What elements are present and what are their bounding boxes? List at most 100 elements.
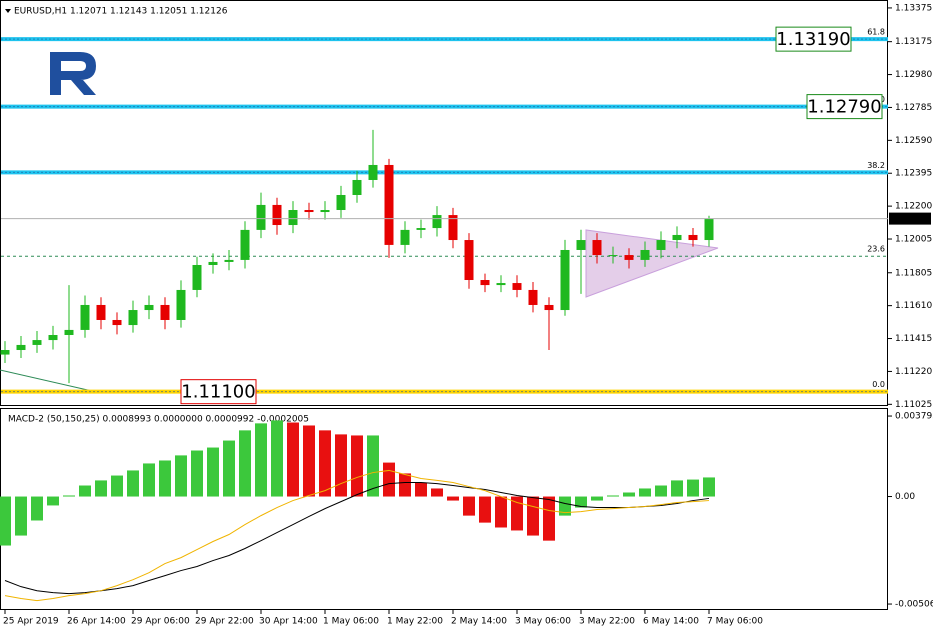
histogram-bar	[367, 435, 379, 497]
candle-body	[32, 340, 42, 345]
level-tag-label: 1.12790	[807, 97, 881, 118]
logo-bowl	[61, 52, 96, 80]
histogram-bar	[175, 455, 187, 497]
histogram-bar	[559, 496, 571, 516]
candle-body	[192, 264, 202, 290]
histogram-bar	[351, 435, 363, 497]
trend-line	[0, 369, 93, 392]
y-tick-label: 1.12395	[895, 169, 932, 179]
histogram-bar	[479, 496, 491, 523]
candle-body	[672, 234, 682, 241]
logo	[50, 52, 96, 95]
x-tick-label: 1 May 22:00	[387, 617, 443, 627]
candle-body	[704, 218, 714, 241]
candle-body	[480, 280, 490, 286]
x-tick-label: 29 Apr 06:00	[131, 617, 190, 627]
candle-body	[624, 255, 634, 260]
candle-body	[544, 304, 554, 311]
y-tick-label: 1.12590	[895, 136, 932, 146]
histogram-bar	[703, 477, 715, 497]
candle-body	[96, 304, 106, 320]
candle-body	[416, 228, 426, 230]
histogram-bar	[0, 496, 11, 546]
histogram-bar	[47, 496, 59, 506]
x-tick-label: 25 Apr 2019	[3, 617, 59, 627]
current-price-box	[889, 212, 931, 225]
y-tick-label: 1.11610	[895, 301, 932, 311]
menu-arrow	[5, 9, 11, 13]
level-tag-label: 1.11100	[181, 382, 255, 403]
histogram-bar	[591, 496, 603, 501]
x-tick-label: 3 May 06:00	[515, 617, 571, 627]
y-tick-label: 1.11025	[895, 400, 932, 410]
candle-body	[112, 319, 122, 326]
y-tick-label: 1.13375	[895, 3, 932, 13]
histogram-bar	[383, 462, 395, 497]
candle-body	[432, 215, 442, 229]
candle-body	[384, 164, 394, 245]
candle-body	[368, 164, 378, 180]
chart-title: EURUSD,H1 1.12071 1.12143 1.12051 1.1212…	[14, 7, 228, 17]
histogram-bar	[159, 460, 171, 497]
histogram-bar	[95, 480, 107, 497]
histogram-bar	[575, 496, 587, 508]
candle-body	[48, 334, 58, 341]
histogram-bar	[463, 496, 475, 516]
y-tick-label: 0.0037951	[895, 412, 933, 422]
candle-body	[144, 304, 154, 311]
candle-body	[224, 259, 234, 262]
candle-body	[0, 350, 10, 355]
macd-line	[4, 469, 710, 602]
level-tag	[775, 26, 852, 52]
y-tick-label: 1.11220	[895, 367, 932, 377]
histogram-bar	[607, 495, 619, 497]
histogram-bar	[223, 440, 235, 497]
x-tick-label: 26 Apr 14:00	[67, 617, 126, 627]
histogram-bar	[335, 434, 347, 497]
histogram-bar	[543, 496, 555, 541]
x-tick-label: 6 May 14:00	[643, 617, 699, 627]
histogram-bar	[79, 485, 91, 497]
histogram-bar	[191, 450, 203, 497]
histogram-bar	[447, 496, 459, 501]
candle-body	[496, 283, 506, 286]
histogram-bar	[239, 430, 251, 497]
histogram-bar	[127, 470, 139, 497]
candle-body	[512, 283, 522, 290]
candle-body	[256, 204, 266, 230]
candle-body	[80, 304, 90, 330]
histogram-bar	[143, 463, 155, 497]
x-tick-label: 29 Apr 22:00	[195, 617, 254, 627]
candle-body	[272, 204, 282, 226]
level-tag-label: 1.13190	[776, 29, 850, 50]
x-tick-label: 3 May 22:00	[579, 617, 635, 627]
histogram-bar	[319, 430, 331, 497]
histogram-bar	[671, 480, 683, 497]
candle-body	[320, 210, 330, 213]
x-tick-label: 2 May 14:00	[451, 617, 507, 627]
histogram-bar	[687, 479, 699, 497]
logo-leg	[71, 80, 96, 95]
candle-body	[288, 210, 298, 226]
x-tick-label: 7 May 06:00	[707, 617, 763, 627]
histogram-bar	[623, 492, 635, 497]
histogram-bar	[15, 496, 27, 536]
candle-body	[400, 229, 410, 245]
histogram-bar	[511, 496, 523, 531]
candle-body	[208, 261, 218, 265]
level-tag	[806, 94, 883, 120]
y-tick-label: 1.12005	[895, 235, 932, 245]
candle-body	[16, 344, 26, 351]
candle-body	[128, 310, 138, 326]
histogram-bar	[399, 473, 411, 497]
candle-body	[608, 255, 618, 257]
y-tick-label: 1.12785	[895, 103, 932, 113]
triangle-pattern	[585, 229, 719, 298]
y-tick-label: 1.12200	[895, 202, 932, 212]
histogram-bar	[303, 425, 315, 497]
x-tick-label: 1 May 06:00	[323, 617, 379, 627]
y-tick-label: 1.11805	[895, 268, 932, 278]
candle-body	[528, 289, 538, 305]
candle-body	[304, 210, 314, 213]
